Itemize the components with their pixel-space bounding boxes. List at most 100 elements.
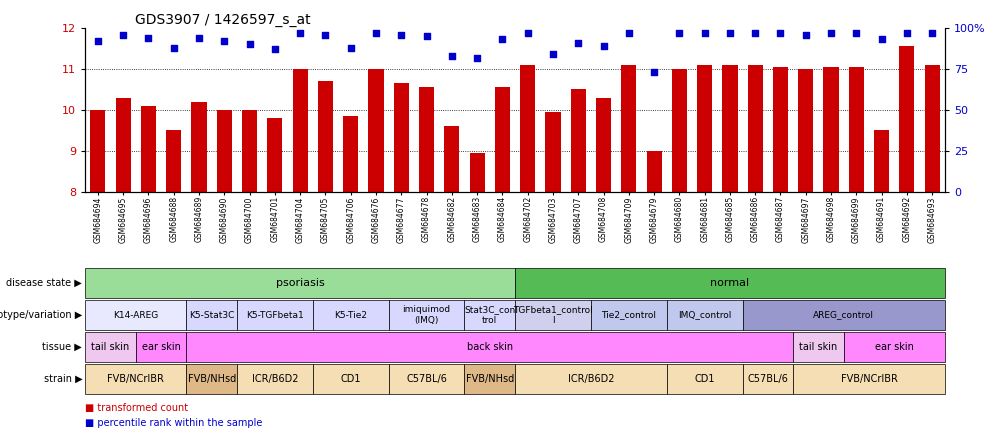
Point bbox=[165, 44, 181, 51]
Bar bbox=[293, 69, 308, 192]
Point bbox=[393, 31, 409, 38]
Bar bbox=[570, 90, 585, 192]
Text: GDS3907 / 1426597_s_at: GDS3907 / 1426597_s_at bbox=[135, 13, 311, 28]
Point bbox=[721, 29, 737, 36]
Point bbox=[772, 29, 788, 36]
Point bbox=[620, 29, 636, 36]
Text: imiquimod
(IMQ): imiquimod (IMQ) bbox=[402, 305, 450, 325]
Text: FVB/NCrIBR: FVB/NCrIBR bbox=[840, 374, 897, 384]
Text: Stat3C_con
trol: Stat3C_con trol bbox=[464, 305, 515, 325]
Point bbox=[923, 29, 939, 36]
Point bbox=[848, 29, 864, 36]
Point bbox=[368, 29, 384, 36]
Text: genotype/variation ▶: genotype/variation ▶ bbox=[0, 310, 82, 320]
Point bbox=[797, 31, 813, 38]
Text: normal: normal bbox=[709, 278, 748, 288]
Bar bbox=[924, 65, 939, 192]
Point bbox=[696, 29, 712, 36]
Bar bbox=[318, 81, 333, 192]
Text: K5-Tie2: K5-Tie2 bbox=[334, 310, 367, 320]
Point bbox=[823, 29, 839, 36]
Bar bbox=[494, 87, 509, 192]
Text: strain ▶: strain ▶ bbox=[43, 374, 82, 384]
Point bbox=[645, 69, 661, 76]
Point bbox=[241, 41, 258, 48]
Bar bbox=[394, 83, 409, 192]
Point bbox=[115, 31, 131, 38]
Text: ■ percentile rank within the sample: ■ percentile rank within the sample bbox=[85, 418, 263, 428]
Point bbox=[494, 36, 510, 43]
Bar bbox=[343, 116, 358, 192]
Point bbox=[317, 31, 333, 38]
Text: ICR/B6D2: ICR/B6D2 bbox=[252, 374, 298, 384]
Bar bbox=[545, 112, 560, 192]
Point bbox=[140, 34, 156, 41]
Bar bbox=[646, 151, 661, 192]
Point bbox=[267, 46, 283, 53]
Text: ■ transformed count: ■ transformed count bbox=[85, 403, 188, 412]
Point bbox=[292, 29, 308, 36]
Point bbox=[898, 29, 914, 36]
Point bbox=[216, 38, 232, 45]
Bar bbox=[368, 69, 383, 192]
Text: K5-Stat3C: K5-Stat3C bbox=[188, 310, 234, 320]
Bar bbox=[848, 67, 863, 192]
Text: ear skin: ear skin bbox=[141, 342, 180, 352]
Bar bbox=[166, 131, 181, 192]
Bar bbox=[267, 118, 283, 192]
Bar bbox=[773, 67, 788, 192]
Bar bbox=[469, 153, 484, 192]
Point bbox=[595, 43, 611, 50]
Text: AREG_control: AREG_control bbox=[813, 310, 874, 320]
Text: tail skin: tail skin bbox=[91, 342, 129, 352]
Bar bbox=[90, 110, 105, 192]
Point bbox=[544, 51, 560, 58]
Text: IMQ_control: IMQ_control bbox=[677, 310, 730, 320]
Text: K5-TGFbeta1: K5-TGFbeta1 bbox=[245, 310, 304, 320]
Bar bbox=[419, 87, 434, 192]
Bar bbox=[823, 67, 838, 192]
Bar bbox=[721, 65, 736, 192]
Bar bbox=[191, 102, 206, 192]
Point bbox=[469, 54, 485, 61]
Text: tail skin: tail skin bbox=[799, 342, 837, 352]
Text: FVB/NHsd: FVB/NHsd bbox=[465, 374, 513, 384]
Bar bbox=[115, 98, 130, 192]
Bar bbox=[746, 65, 763, 192]
Text: Tie2_control: Tie2_control bbox=[601, 310, 655, 320]
Text: ear skin: ear skin bbox=[874, 342, 913, 352]
Bar bbox=[520, 65, 535, 192]
Text: C57BL/6: C57BL/6 bbox=[746, 374, 788, 384]
Point bbox=[190, 34, 206, 41]
Point bbox=[873, 36, 889, 43]
Bar bbox=[140, 106, 156, 192]
Bar bbox=[216, 110, 231, 192]
Bar bbox=[671, 69, 686, 192]
Text: disease state ▶: disease state ▶ bbox=[6, 278, 82, 288]
Bar bbox=[444, 127, 459, 192]
Text: FVB/NHsd: FVB/NHsd bbox=[187, 374, 235, 384]
Text: back skin: back skin bbox=[466, 342, 512, 352]
Text: K14-AREG: K14-AREG bbox=[113, 310, 158, 320]
Point bbox=[443, 52, 459, 59]
Text: psoriasis: psoriasis bbox=[276, 278, 325, 288]
Point bbox=[519, 29, 535, 36]
Point bbox=[90, 38, 106, 45]
Point bbox=[418, 33, 434, 40]
Text: FVB/NCrIBR: FVB/NCrIBR bbox=[107, 374, 164, 384]
Bar bbox=[696, 65, 711, 192]
Point bbox=[343, 44, 359, 51]
Point bbox=[670, 29, 686, 36]
Bar bbox=[873, 131, 889, 192]
Point bbox=[570, 39, 586, 46]
Text: C57BL/6: C57BL/6 bbox=[406, 374, 447, 384]
Text: tissue ▶: tissue ▶ bbox=[42, 342, 82, 352]
Text: CD1: CD1 bbox=[340, 374, 361, 384]
Point bbox=[746, 29, 763, 36]
Bar bbox=[798, 69, 813, 192]
Text: ICR/B6D2: ICR/B6D2 bbox=[567, 374, 613, 384]
Bar bbox=[620, 65, 635, 192]
Text: TGFbeta1_control
l: TGFbeta1_control l bbox=[513, 305, 592, 325]
Text: CD1: CD1 bbox=[693, 374, 714, 384]
Bar bbox=[899, 47, 914, 192]
